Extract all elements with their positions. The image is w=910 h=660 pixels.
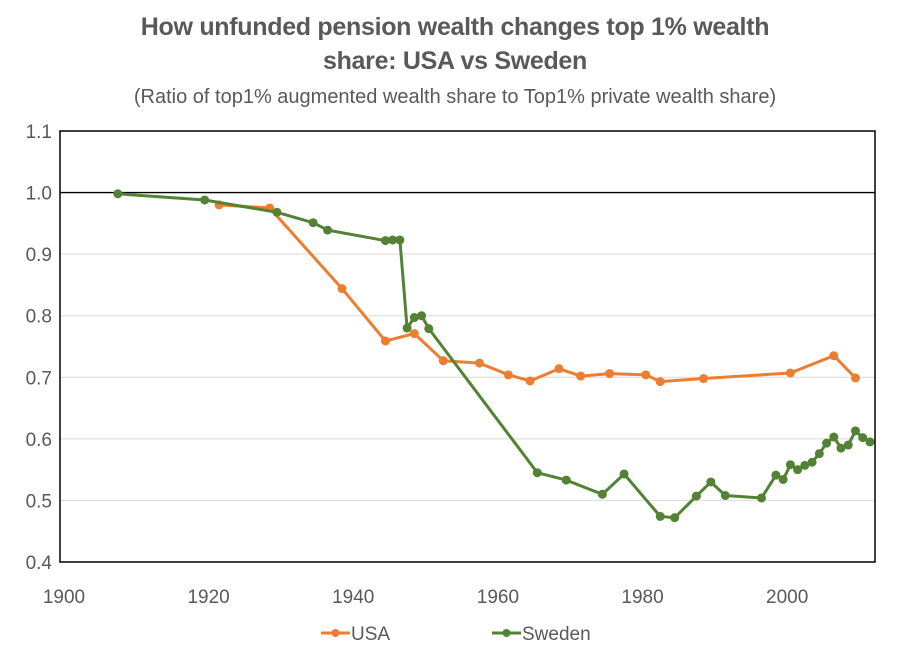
data-point-sweden bbox=[691, 491, 701, 501]
legend-marker-icon bbox=[502, 629, 511, 637]
y-tick-label: 1.1 bbox=[26, 122, 52, 143]
data-point-sweden bbox=[395, 235, 405, 245]
data-point-sweden bbox=[670, 513, 680, 523]
chart-title-line-2: share: USA vs Sweden bbox=[322, 47, 587, 75]
data-point-sweden bbox=[532, 468, 542, 478]
data-point-usa bbox=[829, 351, 839, 361]
data-point-sweden bbox=[113, 189, 123, 199]
data-point-sweden bbox=[424, 324, 434, 334]
data-point-sweden bbox=[865, 437, 875, 447]
plot-area-border bbox=[59, 130, 876, 563]
series-layer bbox=[113, 189, 875, 523]
y-tick-label: 0.8 bbox=[26, 307, 52, 328]
legend-item-sweden: Sweden bbox=[492, 624, 591, 645]
data-point-sweden bbox=[778, 474, 788, 484]
data-point-usa bbox=[850, 373, 860, 383]
data-point-sweden bbox=[561, 475, 571, 485]
legend: USA Sweden bbox=[321, 624, 591, 645]
data-point-sweden bbox=[836, 443, 846, 453]
y-tick-label: 1.0 bbox=[26, 184, 52, 205]
data-point-usa bbox=[576, 371, 586, 381]
legend-item-usa: USA bbox=[321, 624, 390, 645]
data-point-sweden bbox=[323, 225, 333, 235]
data-point-usa bbox=[337, 284, 347, 294]
data-point-usa bbox=[525, 376, 535, 386]
data-point-sweden bbox=[785, 460, 795, 470]
data-point-sweden bbox=[706, 477, 716, 487]
data-point-sweden bbox=[720, 491, 730, 501]
series-line-sweden bbox=[117, 192, 871, 520]
data-point-sweden bbox=[814, 449, 824, 459]
data-point-usa bbox=[409, 329, 419, 339]
data-point-usa bbox=[785, 368, 795, 378]
data-point-usa bbox=[503, 370, 513, 380]
data-point-usa bbox=[605, 369, 615, 379]
data-point-sweden bbox=[597, 489, 607, 499]
data-point-usa bbox=[474, 358, 484, 368]
data-point-sweden bbox=[756, 493, 766, 503]
data-point-usa bbox=[380, 336, 390, 346]
chart-title-line-1: How unfunded pension wealth changes top … bbox=[140, 13, 770, 41]
data-point-sweden bbox=[409, 313, 419, 323]
data-point-sweden bbox=[793, 465, 803, 475]
data-point-sweden bbox=[619, 469, 629, 479]
series-sweden bbox=[113, 189, 875, 523]
data-point-sweden bbox=[380, 236, 390, 246]
x-tick-label: 1900 bbox=[43, 587, 85, 608]
data-point-sweden bbox=[850, 426, 860, 436]
x-tick-label: 1960 bbox=[477, 587, 519, 608]
x-axis-tick-labels: 1900 1920 1940 1960 1980 2000 bbox=[43, 587, 808, 608]
data-point-sweden bbox=[388, 235, 398, 245]
data-point-sweden bbox=[417, 311, 427, 321]
legend-label: USA bbox=[351, 624, 390, 645]
y-tick-label: 0.9 bbox=[26, 245, 52, 266]
data-point-usa bbox=[699, 374, 709, 384]
data-point-sweden bbox=[308, 218, 318, 228]
y-tick-label: 0.6 bbox=[26, 430, 52, 451]
data-point-sweden bbox=[843, 440, 853, 450]
data-point-sweden bbox=[200, 195, 210, 205]
data-point-sweden bbox=[829, 432, 839, 442]
gridlines bbox=[60, 191, 875, 501]
y-tick-label: 0.5 bbox=[26, 491, 52, 512]
x-tick-label: 1980 bbox=[621, 587, 663, 608]
data-point-sweden bbox=[822, 438, 832, 448]
data-point-sweden bbox=[402, 323, 412, 333]
data-point-usa bbox=[438, 356, 448, 366]
y-axis-tick-labels: 0.4 0.5 0.6 0.7 0.8 0.9 1.0 1.1 bbox=[26, 122, 53, 574]
data-point-sweden bbox=[800, 460, 810, 470]
data-point-usa bbox=[655, 377, 665, 387]
data-point-sweden bbox=[655, 511, 665, 521]
data-point-sweden bbox=[807, 457, 817, 467]
x-tick-label: 2000 bbox=[766, 587, 808, 608]
data-point-usa bbox=[641, 370, 651, 380]
y-tick-label: 0.4 bbox=[26, 553, 53, 574]
y-tick-label: 0.7 bbox=[26, 368, 52, 389]
series-usa bbox=[214, 200, 860, 387]
x-tick-label: 1940 bbox=[332, 587, 374, 608]
series-line-usa bbox=[219, 203, 857, 384]
data-point-sweden bbox=[272, 207, 282, 217]
legend-label: Sweden bbox=[522, 624, 591, 645]
x-tick-label: 1920 bbox=[187, 587, 229, 608]
chart-subtitle: (Ratio of top1% augmented wealth share t… bbox=[133, 86, 777, 108]
data-point-sweden bbox=[771, 470, 781, 480]
data-point-sweden bbox=[858, 433, 868, 443]
data-point-usa bbox=[554, 364, 564, 374]
legend-marker-icon bbox=[331, 629, 340, 637]
